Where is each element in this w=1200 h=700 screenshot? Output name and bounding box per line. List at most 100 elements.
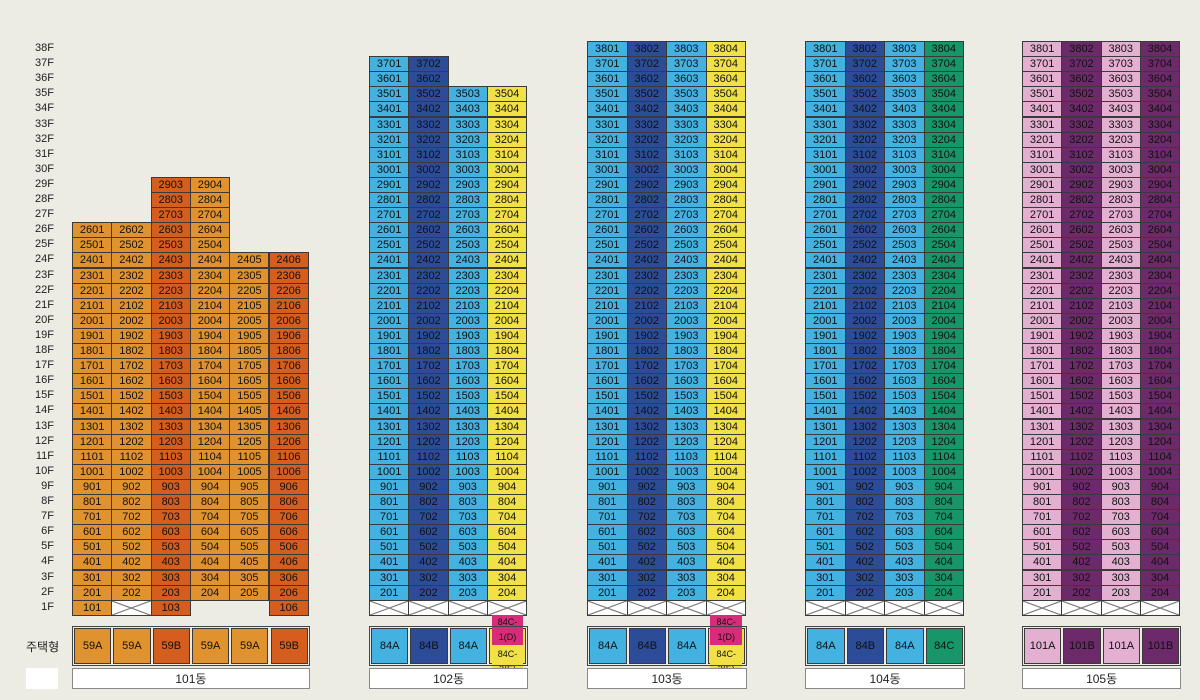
unit-cell: 2105 xyxy=(229,297,270,314)
unit-cell: 1803 xyxy=(884,343,925,360)
unit-cell: 1404 xyxy=(189,403,231,420)
unit-cell: 301 xyxy=(72,569,113,586)
unit-cell: 2204 xyxy=(189,282,231,299)
unit-cell: 902 xyxy=(1061,478,1102,495)
unit-cell: 1802 xyxy=(844,343,885,360)
unit-cell: 2104 xyxy=(486,297,528,314)
pilotis-cell xyxy=(486,599,528,616)
unit-cell: 404 xyxy=(923,554,964,571)
unit-cell: 702 xyxy=(626,509,667,526)
floor-label: 15F xyxy=(35,389,54,402)
unit-cell: 3002 xyxy=(844,161,885,178)
unit-cell: 802 xyxy=(626,494,667,511)
floor-label: 12F xyxy=(35,434,54,447)
unit-cell: 3802 xyxy=(844,41,885,58)
unit-cell: 2005 xyxy=(229,312,270,329)
unit-cell: 3601 xyxy=(1022,71,1063,88)
unit-cell: 1602 xyxy=(408,373,449,390)
unit-cell: 2803 xyxy=(884,192,925,209)
unit-cell: 401 xyxy=(587,554,628,571)
unit-cell: 3704 xyxy=(705,56,746,73)
unit-cell: 802 xyxy=(408,494,449,511)
unit-cell: 301 xyxy=(587,569,628,586)
unit-cell: 3703 xyxy=(884,56,925,73)
unit-cell: 2001 xyxy=(72,312,113,329)
unit-cell: 3204 xyxy=(923,131,964,148)
unit-cell: 1104 xyxy=(923,448,964,465)
unit-cell: 1401 xyxy=(1022,403,1063,420)
unit-cell: 3004 xyxy=(705,161,746,178)
unit-cell: 2103 xyxy=(666,297,707,314)
unit-cell: 404 xyxy=(189,554,231,571)
unit-cell: 3002 xyxy=(408,161,449,178)
unit-cell: 3401 xyxy=(805,101,846,118)
unit-cell: 504 xyxy=(1139,539,1181,556)
type-row-frame xyxy=(805,626,965,666)
unit-cell: 2405 xyxy=(229,252,270,269)
unit-cell: 3201 xyxy=(1022,131,1063,148)
unit-cell: 2703 xyxy=(884,207,925,224)
unit-cell: 1804 xyxy=(189,343,231,360)
unit-cell: 201 xyxy=(72,584,113,601)
unit-cell: 1604 xyxy=(705,373,746,390)
unit-cell: 2704 xyxy=(189,207,231,224)
unit-cell: 2502 xyxy=(844,237,885,254)
unit-cell: 1501 xyxy=(1022,388,1063,405)
unit-cell: 501 xyxy=(1022,539,1063,556)
unit-cell: 1001 xyxy=(72,463,113,480)
unit-cell: 201 xyxy=(587,584,628,601)
unit-cell: 2201 xyxy=(587,282,628,299)
unit-cell: 3702 xyxy=(1061,56,1102,73)
unit-cell: 505 xyxy=(229,539,270,556)
unit-cell: 2902 xyxy=(408,176,449,193)
unit-cell: 1402 xyxy=(408,403,449,420)
unit-cell: 2401 xyxy=(369,252,410,269)
unit-cell: 2304 xyxy=(1139,267,1181,284)
unit-cell: 806 xyxy=(268,494,309,511)
unit-cell: 2903 xyxy=(666,176,707,193)
unit-cell: 1103 xyxy=(884,448,925,465)
unit-cell: 2804 xyxy=(486,192,528,209)
unit-cell: 1204 xyxy=(923,433,964,450)
unit-cell: 3503 xyxy=(447,86,488,103)
unit-cell: 2002 xyxy=(111,312,152,329)
unit-cell: 1103 xyxy=(1100,448,1141,465)
unit-cell: 1801 xyxy=(805,343,846,360)
unit-cell: 3604 xyxy=(923,71,964,88)
unit-cell: 203 xyxy=(666,584,707,601)
floor-label: 18F xyxy=(35,344,54,356)
unit-cell: 302 xyxy=(111,569,152,586)
unit-type-box: 101A xyxy=(1102,628,1140,664)
unit-cell: 2704 xyxy=(1139,207,1181,224)
unit-cell: 1201 xyxy=(72,433,113,450)
unit-cell: 1203 xyxy=(150,433,191,450)
unit-cell: 3003 xyxy=(666,161,707,178)
unit-cell: 203 xyxy=(1100,584,1141,601)
building-name: 102동 xyxy=(369,668,529,689)
unit-cell: 2803 xyxy=(666,192,707,209)
unit-cell: 1702 xyxy=(111,358,152,375)
floor-label: 30F xyxy=(35,162,54,175)
unit-cell: 1804 xyxy=(486,343,528,360)
unit-cell: 2804 xyxy=(1139,192,1181,209)
unit-cell: 1803 xyxy=(1100,343,1141,360)
unit-cell: 1605 xyxy=(229,373,270,390)
unit-cell: 3303 xyxy=(884,116,925,133)
unit-cell: 2801 xyxy=(805,192,846,209)
unit-cell: 301 xyxy=(369,569,410,586)
unit-cell: 3601 xyxy=(805,71,846,88)
unit-cell: 1504 xyxy=(189,388,231,405)
unit-cell: 2202 xyxy=(408,282,449,299)
unit-cell: 3303 xyxy=(666,116,707,133)
unit-cell: 3503 xyxy=(884,86,925,103)
unit-cell: 1603 xyxy=(666,373,707,390)
unit-cell: 1303 xyxy=(666,418,707,435)
unit-cell: 401 xyxy=(805,554,846,571)
unit-cell: 3403 xyxy=(884,101,925,118)
unit-cell: 902 xyxy=(408,478,449,495)
unit-cell: 3703 xyxy=(1100,56,1141,73)
unit-cell: 902 xyxy=(844,478,885,495)
unit-cell: 201 xyxy=(369,584,410,601)
unit-cell: 601 xyxy=(587,524,628,541)
unit-cell: 604 xyxy=(486,524,528,541)
